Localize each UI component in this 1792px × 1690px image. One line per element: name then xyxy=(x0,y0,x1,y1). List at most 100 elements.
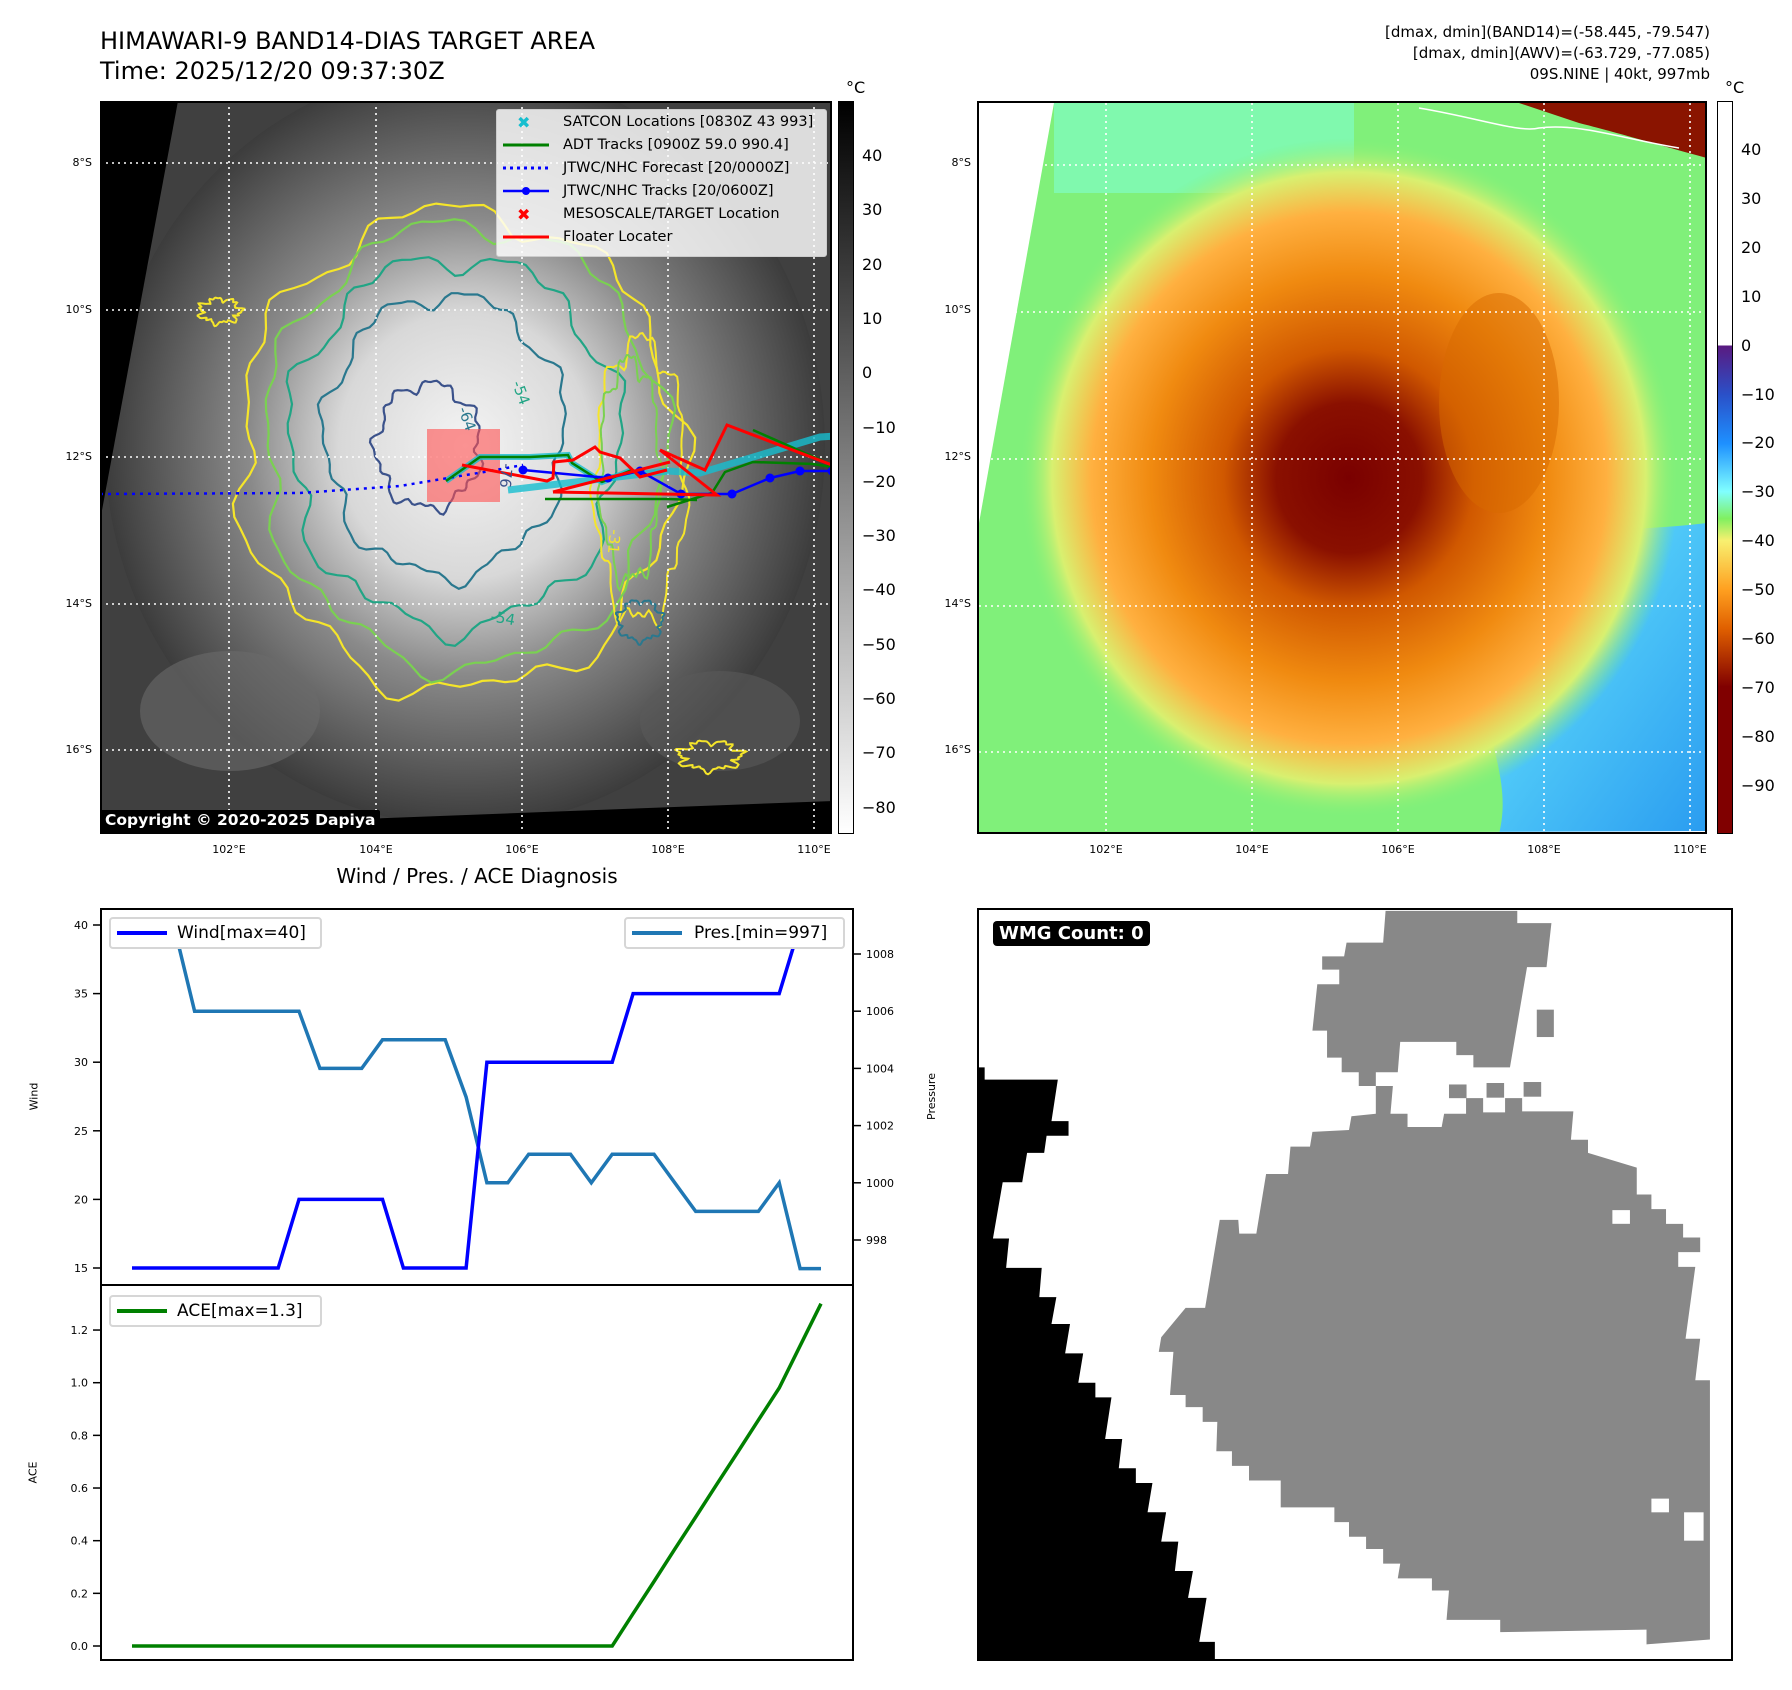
pressure-axis-tick-label: 998 xyxy=(866,1234,887,1247)
floater-track xyxy=(659,423,830,472)
jtwc-track-point xyxy=(827,466,830,476)
svg-text:✖: ✖ xyxy=(517,205,530,224)
wind-line xyxy=(132,923,821,1270)
ir-map-panel: -64 -54 -76 -54 -31 ✖ SATCON Locations [0… xyxy=(100,101,832,834)
lat-label: 14°S xyxy=(944,597,971,610)
contour-line xyxy=(316,292,567,591)
tracks xyxy=(102,423,830,509)
lon-label: 110°E xyxy=(797,843,831,856)
colorbar-tick-label: −70 xyxy=(862,743,896,763)
wmg-clear-pixel xyxy=(1684,1512,1704,1541)
lon-label: 106°E xyxy=(505,843,539,856)
lat-label: 10°S xyxy=(65,303,92,316)
jtwc-track-point xyxy=(727,489,737,499)
lat-label: 10°S xyxy=(944,303,971,316)
colorbar-tick-label: −80 xyxy=(1741,726,1775,746)
ace-axis-tick-label: 1.2 xyxy=(71,1324,89,1337)
floater-track xyxy=(552,460,671,494)
legend-label: SATCON Locations [0830Z 43 993] xyxy=(563,113,814,130)
wmg-cloud-pixel xyxy=(1536,1009,1554,1038)
colorbar-tick-label: 30 xyxy=(862,200,883,220)
copyright-label: Copyright © 2020-2025 Dapiya xyxy=(100,810,381,830)
colorbar-tick-label: 0 xyxy=(862,363,873,383)
ace-axis-label: ACE xyxy=(26,1461,40,1484)
jtwc-track-point xyxy=(518,465,528,475)
cloud-patch xyxy=(640,671,800,771)
ace-chart xyxy=(100,1284,854,1661)
legend-item-target: ✖ MESOSCALE/TARGET Location xyxy=(497,202,826,225)
wind-axis-tick-label: 25 xyxy=(74,1125,88,1138)
adt-track xyxy=(445,453,633,484)
colorbar-unit: °C xyxy=(846,78,866,97)
pressure-axis-tick-label: 1002 xyxy=(866,1120,894,1133)
lon-label: 108°E xyxy=(1527,843,1561,856)
lon-label: 102°E xyxy=(212,843,246,856)
lon-label: 108°E xyxy=(651,843,685,856)
map-legend: ✖ SATCON Locations [0830Z 43 993] ADT Tra… xyxy=(496,109,827,257)
ace-axis-tick-label: 1.0 xyxy=(71,1377,89,1390)
legend-label: JTWC/NHC Tracks [20/0600Z] xyxy=(563,182,774,199)
lat-label: 14°S xyxy=(65,597,92,610)
gridlines xyxy=(979,103,1705,832)
ace-axis-tick-label: 0.8 xyxy=(71,1429,89,1442)
pressure-line xyxy=(132,923,821,1271)
wmg-cloud-area xyxy=(1312,910,1552,1086)
ace-legend: ACE[max=1.3] xyxy=(109,1295,322,1327)
wind-axis-tick-label: 30 xyxy=(74,1056,88,1069)
pressure-axis-tick-label: 1006 xyxy=(866,1005,894,1018)
contour-line xyxy=(196,296,246,328)
lat-label: 16°S xyxy=(65,743,92,756)
contour-line xyxy=(673,739,749,776)
x-marker-icon: ✖ xyxy=(517,113,530,132)
colorbar-tick-label: −30 xyxy=(862,526,896,546)
colorbar-tick-label: −40 xyxy=(1741,531,1775,551)
contour-line xyxy=(596,354,665,592)
jtwc-track-point xyxy=(765,473,775,483)
wmg-cloud-area xyxy=(1158,1085,1710,1645)
wind-axis-tick-label: 20 xyxy=(74,1193,88,1206)
wmg-clear-pixel xyxy=(1651,1498,1669,1513)
ace-axis-tick-label: 0.6 xyxy=(71,1482,89,1495)
ace-axis-tick-label: 0.0 xyxy=(71,1640,89,1653)
svg-text:✖: ✖ xyxy=(517,113,530,132)
legend-item-satcon: ✖ SATCON Locations [0830Z 43 993] xyxy=(497,110,826,133)
no-data-area xyxy=(979,103,1054,523)
stat-storm: 09S.NINE | 40kt, 997mb xyxy=(1529,65,1710,83)
wind-axis-tick-label: 40 xyxy=(74,919,88,932)
ir-colorbar xyxy=(838,101,854,834)
colorbar-tick-label: −40 xyxy=(862,580,896,600)
contour-line xyxy=(614,599,666,647)
lon-label: 104°E xyxy=(1235,843,1269,856)
floater-track xyxy=(461,445,668,483)
colorbar-tick-label: −80 xyxy=(862,797,896,817)
stat-awv: [dmax, dmin](AWV)=(-63.729, -77.085) xyxy=(1412,44,1710,62)
jtwc-track-point xyxy=(795,466,805,476)
legend-label: ACE[max=1.3] xyxy=(177,1301,303,1321)
time-text: Time: 2025/12/20 09:37:30Z xyxy=(100,57,445,85)
awv-map-panel xyxy=(977,101,1707,834)
legend-label: JTWC/NHC Forecast [20/0000Z] xyxy=(563,159,790,176)
colorbar-tick-label: 10 xyxy=(862,308,883,328)
lat-label: 12°S xyxy=(65,450,92,463)
lat-label: 12°S xyxy=(944,450,971,463)
diagnosis-title: Wind / Pres. / ACE Diagnosis xyxy=(336,864,618,888)
colorbar-unit: °C xyxy=(1725,78,1745,97)
colorbar-tick-label: −30 xyxy=(1741,482,1775,502)
colorbar-tick-label: −50 xyxy=(1741,580,1775,600)
colorbar-tick-label: 10 xyxy=(1741,286,1762,306)
wind-legend: Wind[max=40] xyxy=(109,917,322,949)
colorbar-tick-label: 20 xyxy=(862,254,883,274)
wind-axis-tick-label: 15 xyxy=(74,1262,88,1275)
pressure-axis-tick-label: 1008 xyxy=(866,948,894,961)
lat-label: 8°S xyxy=(951,156,971,169)
contour-label: -31 xyxy=(604,529,624,555)
wmg-panel xyxy=(977,908,1733,1661)
colorbar-tick-label: −70 xyxy=(1741,677,1775,697)
legend-item-adt: ADT Tracks [0900Z 59.0 990.4] xyxy=(497,133,826,156)
colorbar-tick-label: −20 xyxy=(862,471,896,491)
wind-axis-label: Wind xyxy=(27,1082,41,1111)
x-marker-icon: ✖ xyxy=(517,205,530,224)
colorbar-tick-label: −60 xyxy=(1741,629,1775,648)
floater-track xyxy=(552,448,722,497)
